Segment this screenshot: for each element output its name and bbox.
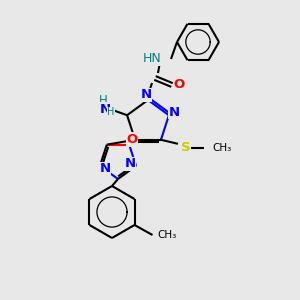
Text: N: N: [99, 162, 110, 176]
Text: N: N: [140, 88, 152, 101]
Text: O: O: [173, 79, 184, 92]
Text: N: N: [124, 158, 136, 170]
Text: CH₃: CH₃: [158, 230, 177, 240]
Text: N: N: [100, 103, 111, 116]
Text: H: H: [107, 107, 115, 117]
Text: HN: HN: [143, 52, 162, 65]
Text: N: N: [168, 106, 179, 119]
Text: CH₃: CH₃: [212, 143, 231, 153]
Text: O: O: [127, 133, 138, 146]
Text: H: H: [99, 94, 107, 107]
Text: S: S: [181, 141, 191, 154]
